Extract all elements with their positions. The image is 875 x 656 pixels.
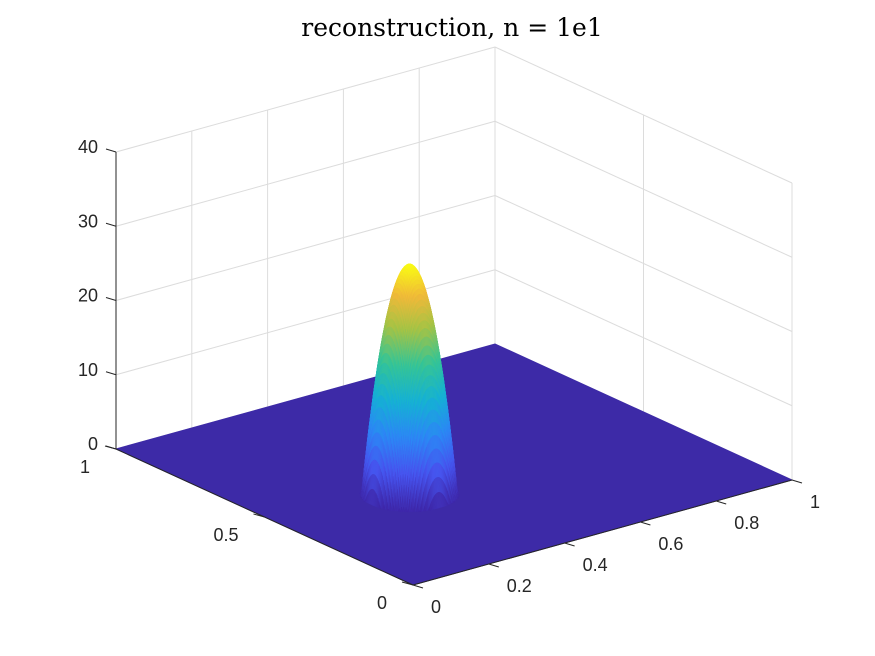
gridline-z-side [494,46,793,184]
axes-grid [115,46,793,481]
gridline-z-side [494,195,793,332]
gridline-z-back [115,269,496,376]
gridline-z-side [494,269,793,407]
gridline-z-back [115,46,496,153]
chart-title: reconstruction, n = 1e1 [301,13,602,42]
surface-plot [114,263,794,586]
gridline-z-side [494,120,793,258]
gridline-z-back [115,195,496,301]
gridline-z-back [115,120,496,227]
